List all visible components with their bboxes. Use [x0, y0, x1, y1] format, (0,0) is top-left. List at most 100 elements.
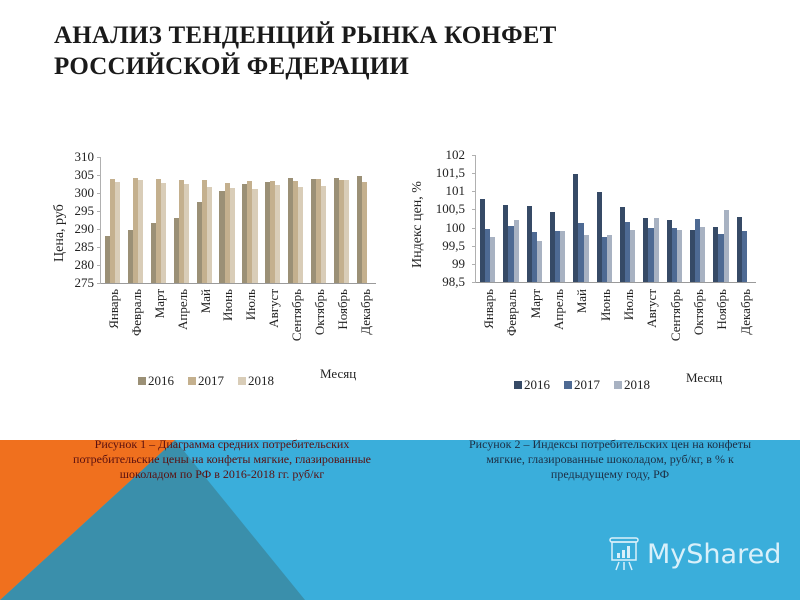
x-tick-label: Декабрь	[357, 289, 373, 335]
bar-2016-10	[334, 178, 340, 283]
bar-2018-2	[160, 182, 166, 283]
bar-2016-9	[689, 230, 696, 282]
x-tick-label: Январь	[105, 289, 121, 329]
bar-2018-5	[229, 188, 235, 283]
x-tick-label: Сентябрь	[667, 289, 683, 342]
y-tick-mark	[97, 283, 101, 284]
bar-2016-6	[242, 184, 248, 283]
y-tick-mark	[97, 229, 101, 230]
title-line-2: РОССИЙСКОЙ ФЕДЕРАЦИИ	[54, 53, 410, 80]
y-tick-label: 100,5	[435, 201, 465, 217]
x-tick-label: Июнь	[597, 289, 613, 321]
bar-2016-2	[526, 205, 532, 282]
bar-2017-0	[485, 229, 491, 282]
y-tick-mark	[472, 282, 476, 283]
bar-2018-7	[653, 217, 659, 282]
bar-2017-4	[578, 222, 584, 282]
y-tick-mark	[97, 157, 101, 158]
y-tick-mark	[472, 263, 476, 265]
bar-2017-7	[648, 227, 654, 282]
y-tick-mark	[97, 211, 101, 212]
figure2-caption: Рисунок 2 – Индексы потребительских цен …	[468, 437, 752, 481]
bar-2017-2	[155, 179, 161, 283]
bar-2017-9	[695, 218, 701, 282]
bar-2016-11	[736, 217, 742, 282]
decorative-band	[0, 440, 800, 600]
y-tick-mark	[472, 227, 476, 229]
y-tick-label: 98,5	[442, 274, 465, 289]
bar-2016-8	[666, 219, 672, 282]
y-tick-mark	[472, 155, 476, 156]
x-tick-label: Июль	[243, 289, 259, 321]
bar-2017-11	[362, 181, 368, 283]
x-tick-label: Июль	[621, 289, 636, 321]
bar-2016-7	[265, 181, 271, 283]
bar-2016-4	[196, 201, 202, 283]
y-tick-label: 280	[74, 257, 95, 272]
x-tick-label: Август	[644, 289, 660, 328]
logo-text: MyShared	[647, 538, 782, 570]
legend-label: 2017	[198, 373, 224, 388]
bar-2016-1	[503, 205, 509, 282]
chart1-plot-area	[97, 157, 376, 284]
myshared-logo[interactable]: MyShared	[607, 535, 781, 573]
x-tick-label: Январь	[481, 289, 496, 329]
y-tick-label: 285	[74, 239, 95, 254]
chart2-x-axis-title: Месяц	[686, 370, 723, 385]
x-tick-label: Февраль	[128, 289, 144, 336]
bar-2016-0	[104, 236, 110, 283]
bar-2017-11	[741, 230, 747, 282]
x-tick-label: Ноябрь	[714, 289, 730, 330]
x-tick-label: Ноябрь	[335, 289, 351, 330]
legend-swatch	[188, 377, 196, 385]
y-tick-label: 101	[445, 183, 466, 199]
legend-label: 2018	[624, 377, 650, 392]
chart2-legend: 2016 2017 2018	[514, 377, 650, 393]
y-tick-label: 295	[74, 203, 95, 218]
bar-2017-6	[247, 180, 253, 283]
legend-label: 2017	[574, 377, 600, 392]
chart2-plot-area	[472, 155, 756, 283]
bar-2017-7	[270, 181, 276, 283]
bar-2018-3	[560, 231, 566, 282]
bar-2017-3	[555, 231, 561, 282]
x-tick-label: Март	[151, 289, 167, 319]
bar-2018-7	[275, 185, 281, 283]
bar-2018-0	[490, 237, 496, 282]
y-tick-mark	[97, 265, 101, 266]
legend-swatch	[238, 377, 246, 385]
bar-2018-4	[206, 186, 212, 283]
bar-2017-4	[201, 180, 207, 283]
y-tick-mark	[472, 209, 476, 211]
bar-2017-8	[671, 228, 677, 282]
x-tick-label: Сентябрь	[289, 289, 305, 342]
bar-2016-11	[356, 176, 362, 283]
bar-2017-1	[508, 226, 514, 282]
bar-2016-7	[643, 217, 649, 282]
bar-2016-8	[288, 178, 294, 283]
bar-2018-9	[700, 226, 706, 282]
y-tick-label: 300	[74, 185, 95, 200]
bar-2016-4	[573, 173, 579, 282]
y-tick-label: 99	[452, 255, 465, 271]
bar-2017-0	[109, 179, 115, 283]
bar-2018-6	[252, 189, 258, 283]
legend-item-2017: 2017	[188, 373, 224, 389]
legend-label: 2018	[248, 373, 274, 388]
bar-2017-10	[339, 180, 345, 283]
x-tick-label: Май	[197, 289, 213, 314]
legend-item-2017: 2017	[564, 377, 600, 393]
bar-2018-8	[298, 186, 304, 283]
bar-2018-9	[321, 185, 327, 283]
bar-2017-5	[224, 183, 230, 283]
y-tick-mark	[97, 193, 101, 194]
bar-2018-10	[344, 180, 350, 283]
y-tick-label: 275	[74, 275, 95, 290]
bar-2018-2	[536, 241, 543, 282]
x-tick-label: Февраль	[504, 289, 520, 336]
slide-title: АНАЛИЗ ТЕНДЕНЦИЙ РЫНКА КОНФЕТ РОССИЙСКОЙ…	[54, 20, 557, 82]
y-tick-mark	[97, 247, 101, 248]
presentation-board-icon	[609, 537, 639, 571]
bar-2016-1	[127, 230, 133, 283]
x-tick-label: Май	[574, 289, 590, 314]
